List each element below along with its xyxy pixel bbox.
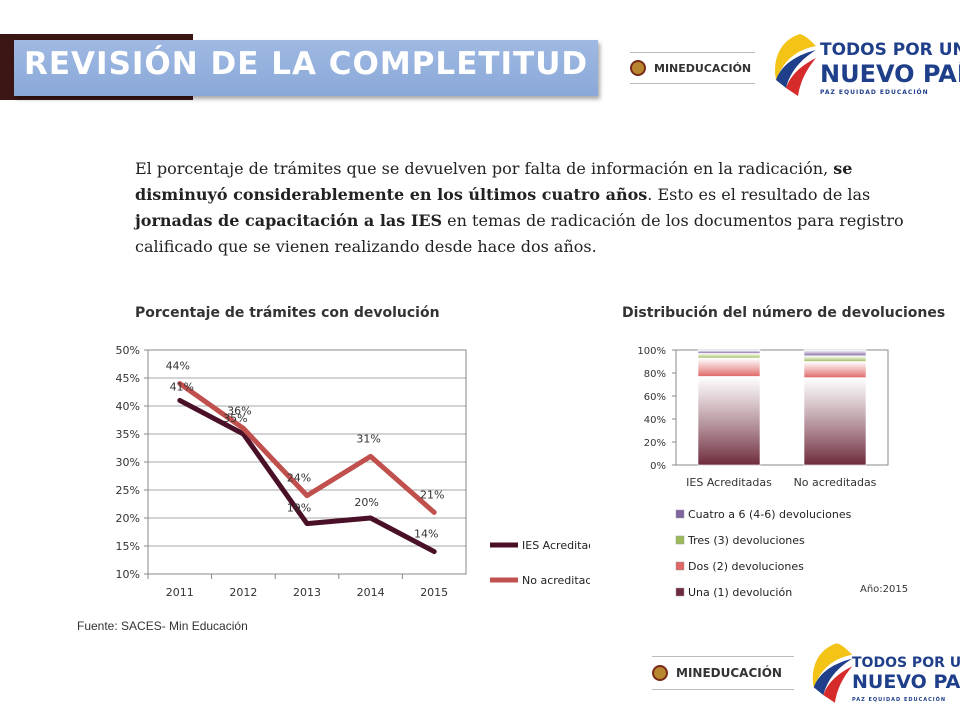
data-label: 24% — [287, 472, 311, 485]
legend-swatch — [675, 509, 685, 519]
data-label: 21% — [420, 488, 444, 501]
y-tick-label: 40% — [116, 400, 140, 413]
data-point — [369, 454, 373, 458]
year-note: Año:2015 — [860, 584, 909, 595]
line-chart-title: Porcentaje de trámites con devolución — [135, 305, 440, 321]
summary-paragraph: El porcentaje de trámites que se devuelv… — [135, 159, 904, 256]
data-label: 14% — [414, 528, 438, 541]
footer-todos-por-un-nuevo-pais-logo: TODOS POR UN NUEVO PAÍS PAZ EQUIDAD EDUC… — [808, 636, 960, 714]
coat-of-arms-icon — [652, 665, 668, 681]
y-tick-label: 30% — [116, 456, 140, 469]
x-tick-label: 2014 — [357, 586, 385, 599]
data-point — [432, 550, 436, 554]
bar-segment — [803, 349, 867, 357]
data-point — [305, 522, 309, 526]
y-tick-label: 100% — [637, 346, 666, 357]
data-label: 41% — [170, 380, 194, 393]
data-point — [241, 432, 245, 436]
y-tick-label: 20% — [116, 512, 140, 525]
stacked-bar-chart: 0% 20% 40% 60% 80% 100% IES Acreditadas No acre… — [637, 346, 889, 599]
legend-label: Dos (2) devoluciones — [688, 560, 804, 573]
legend-label: Una (1) devolución — [688, 586, 792, 599]
page-title: REVISIÓN DE LA COMPLETITUD — [24, 46, 589, 82]
bar-segment — [803, 361, 867, 378]
y-tick-label: 25% — [116, 484, 140, 497]
y-tick-label: 80% — [644, 369, 666, 380]
legend-label: Cuatro a 6 (4-6) devoluciones — [688, 508, 852, 521]
source-note: Fuente: SACES- Min Educación — [77, 619, 248, 633]
coat-of-arms-icon — [630, 60, 646, 76]
flag-swoosh-icon — [812, 643, 853, 703]
data-point — [432, 510, 436, 514]
legend-swatch — [675, 535, 685, 545]
x-tick-label: 2015 — [420, 586, 448, 599]
y-tick-label: 45% — [116, 372, 140, 385]
y-tick-label: 10% — [116, 568, 140, 581]
x-tick-label: 2013 — [293, 586, 321, 599]
legend-label: IES Acreditadas — [522, 539, 590, 552]
x-tick-label: IES Acreditadas — [686, 476, 772, 489]
data-label: 36% — [227, 404, 251, 417]
mineducacion-logo: MINEDUCACIÓN — [630, 52, 755, 84]
y-tick-label: 20% — [644, 438, 666, 449]
y-tick-label: 40% — [644, 415, 666, 426]
data-label: 31% — [356, 432, 380, 445]
data-point — [305, 494, 309, 498]
bar-segment — [803, 355, 867, 362]
legend-label: No acreditadas — [522, 574, 590, 587]
data-label: 35% — [223, 412, 247, 425]
data-label: 19% — [287, 502, 311, 515]
todos-por-un-nuevo-pais-logo: TODOS POR UN NUEVO PAÍS PAZ EQUIDAD EDUC… — [770, 30, 960, 100]
data-point — [178, 398, 182, 402]
x-tick-label: No acreditadas — [794, 476, 877, 489]
bar-segment — [697, 357, 761, 377]
bar-segment — [697, 353, 761, 359]
y-tick-label: 60% — [644, 392, 666, 403]
legend-swatch — [675, 561, 685, 571]
y-tick-label: 0% — [650, 461, 666, 472]
footer-mineducacion-logo: MINEDUCACIÓN — [652, 656, 794, 690]
line-chart: 10% 15% 20% 25% 30% 35% 40% 45% 50% 2011 2012 2013 2… — [116, 344, 590, 599]
title-banner — [14, 40, 598, 96]
x-tick-label: 2011 — [166, 586, 194, 599]
data-label: 20% — [354, 496, 378, 509]
flag-swoosh-icon — [775, 34, 816, 96]
x-tick-label: 2012 — [229, 586, 257, 599]
y-tick-label: 50% — [116, 344, 140, 357]
data-point — [369, 516, 373, 520]
bar-segment — [697, 349, 761, 354]
legend-swatch — [675, 587, 685, 597]
bar-chart-title: Distribución del número de devoluciones — [622, 305, 946, 321]
legend-label: Tres (3) devoluciones — [687, 534, 805, 547]
data-point — [241, 426, 245, 430]
y-tick-label: 35% — [116, 428, 140, 441]
bar-segment — [803, 377, 867, 466]
data-label: 44% — [166, 360, 190, 373]
bar-segment — [697, 376, 761, 466]
data-point — [178, 382, 182, 386]
y-tick-label: 15% — [116, 540, 140, 553]
